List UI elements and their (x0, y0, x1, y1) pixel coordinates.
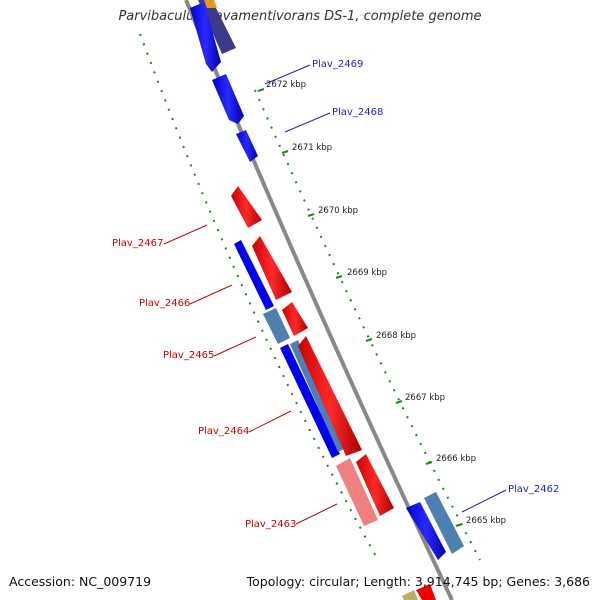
scale-label-2665: 2665 kbp (466, 516, 506, 526)
feature-red-2 (252, 236, 292, 300)
scale-label-2666: 2666 kbp (436, 454, 476, 464)
gene-label-plav-2463[interactable]: Plav_2463 (245, 519, 296, 530)
scale-label-2671: 2671 kbp (292, 143, 332, 153)
tick-mark (307, 213, 315, 217)
feature-steel-2 (290, 340, 346, 452)
feature-reverse-top-orange (204, 0, 217, 8)
feature-reverse-top (198, 0, 236, 54)
scale-label-2667: 2667 kbp (405, 393, 445, 403)
feature-olive-bottom (402, 590, 418, 600)
gene-label-plav-2464[interactable]: Plav_2464 (198, 426, 249, 437)
leader-line (248, 410, 292, 433)
gene-label-plav-2469[interactable]: Plav_2469 (312, 59, 363, 70)
scale-tick-marks (257, 88, 463, 527)
feature-pink-1 (336, 458, 378, 526)
tick-mark (395, 400, 403, 404)
feature-red-3 (282, 302, 308, 336)
leader-line (213, 336, 257, 357)
reverse-gene-labels: Plav_2467 Plav_2466 Plav_2465 Plav_2464 … (112, 224, 338, 530)
genome-summary-text: Topology: circular; Length: 3,914,745 bp… (246, 574, 590, 589)
accession-text: Accession: NC_009719 (9, 574, 152, 589)
leader-line (163, 224, 208, 245)
feature-steel-1 (263, 308, 290, 344)
scale-label-2669: 2669 kbp (347, 268, 387, 278)
tick-mark (281, 150, 289, 154)
reverse-strand-features (190, 0, 394, 526)
gene-label-plav-2468[interactable]: Plav_2468 (332, 107, 383, 118)
leader-line (295, 503, 338, 525)
forward-strand-features (402, 492, 464, 600)
feature-blue-5 (280, 344, 340, 458)
feature-blue-3 (236, 130, 258, 162)
feature-steel-3 (424, 492, 464, 554)
feature-red-bottom (416, 584, 436, 600)
feature-red-1 (231, 186, 262, 228)
gene-label-plav-2465[interactable]: Plav_2465 (163, 350, 214, 361)
tick-mark (335, 275, 343, 279)
tick-mark (425, 461, 433, 465)
tick-mark (455, 523, 463, 527)
scale-label-2670: 2670 kbp (318, 206, 358, 216)
gene-label-plav-2466[interactable]: Plav_2466 (139, 298, 190, 309)
feature-blue-4 (234, 240, 274, 310)
gene-label-plav-2467[interactable]: Plav_2467 (112, 238, 163, 249)
scale-label-2672: 2672 kbp (266, 80, 306, 90)
tick-mark (257, 88, 265, 92)
leader-line (284, 112, 331, 133)
feature-red-5 (356, 454, 394, 516)
leader-line (264, 64, 311, 85)
scale-label-2668: 2668 kbp (376, 331, 416, 341)
outer-scale-track (254, 89, 481, 561)
feature-blue-1 (190, 2, 221, 72)
feature-red-4 (298, 336, 362, 456)
tick-mark (365, 338, 373, 342)
forward-gene-labels: Plav_2469 Plav_2468 Plav_2462 (264, 59, 559, 513)
feature-blue-6 (406, 502, 446, 560)
leader-line (189, 284, 233, 305)
gene-label-plav-2462[interactable]: Plav_2462 (508, 484, 559, 495)
feature-blue-2 (212, 74, 244, 124)
leader-line (461, 489, 507, 513)
